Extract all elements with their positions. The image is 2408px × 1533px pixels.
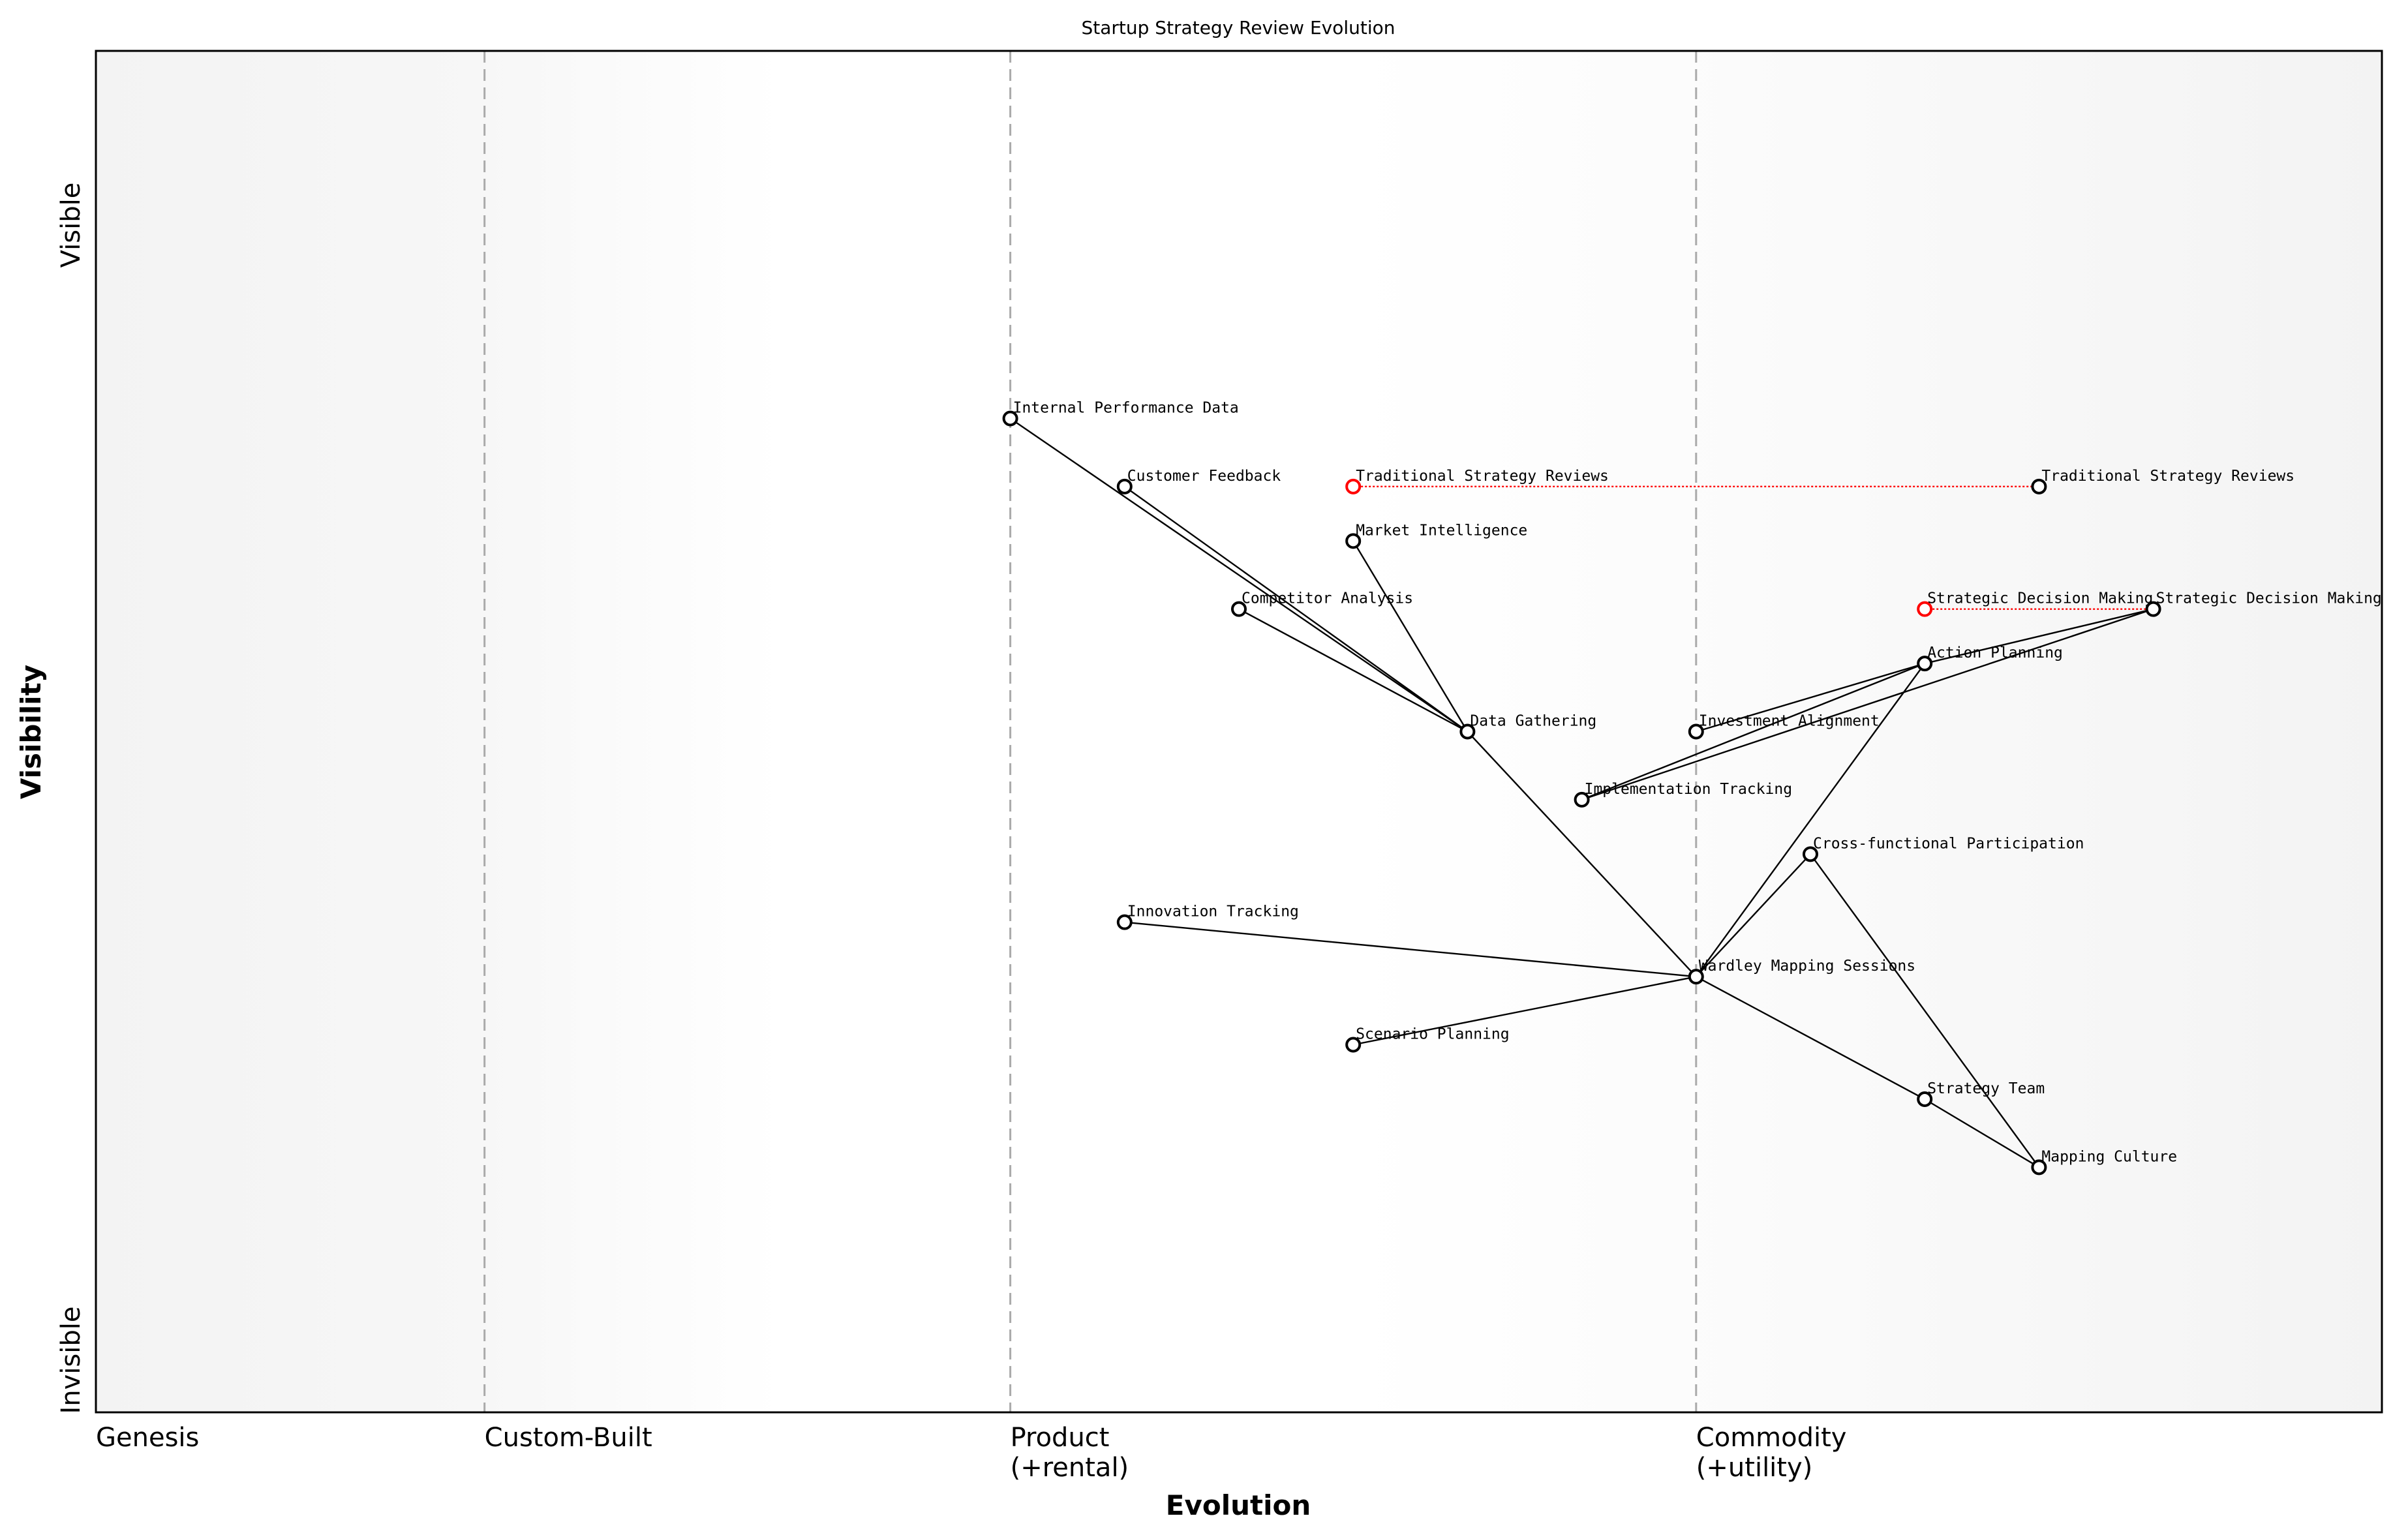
component-node[interactable] — [1116, 914, 1133, 930]
dependency-edge — [1924, 608, 2154, 665]
dependency-edge — [1810, 853, 2040, 1168]
component-node[interactable] — [1574, 791, 1590, 808]
component-node[interactable] — [1116, 478, 1133, 494]
stage-label: Custom-Built — [485, 1423, 652, 1453]
component-label: Scenario Planning — [1356, 1026, 1509, 1043]
plot-frame — [95, 50, 2383, 1414]
component-label: Investment Alignment — [1699, 713, 1880, 730]
component-node[interactable] — [1345, 533, 1362, 549]
dependency-edge — [1581, 608, 2154, 800]
component-node[interactable] — [1345, 478, 1362, 494]
component-label: Traditional Strategy Reviews — [1356, 468, 1609, 485]
stage-label: Genesis — [96, 1423, 199, 1453]
dependency-edge — [1924, 1098, 2040, 1168]
y-axis-title: Visibility — [15, 665, 47, 799]
dependency-edge — [1009, 417, 1469, 733]
dependency-edge — [1238, 608, 1468, 733]
dependency-edge — [1695, 853, 1811, 977]
component-label: Internal Performance Data — [1013, 399, 1239, 416]
component-node[interactable] — [1231, 601, 1247, 617]
dependency-edge — [1581, 663, 1925, 800]
stage-label: Commodity (+utility) — [1696, 1423, 1847, 1483]
component-label: Mapping Culture — [2041, 1148, 2177, 1165]
component-label: Implementation Tracking — [1585, 781, 1793, 798]
component-node[interactable] — [1459, 723, 1476, 740]
component-node[interactable] — [1917, 656, 1933, 672]
component-node[interactable] — [2031, 1159, 2047, 1176]
dependency-edge — [1696, 976, 1925, 1100]
component-label: Wardley Mapping Sessions — [1699, 958, 1915, 975]
component-node[interactable] — [1803, 846, 1818, 862]
component-label: Innovation Tracking — [1127, 903, 1299, 920]
component-node[interactable] — [1917, 601, 1933, 617]
component-node[interactable] — [1688, 723, 1704, 740]
component-node[interactable] — [2031, 478, 2047, 494]
dependency-edge — [1695, 663, 1926, 977]
plot-background — [96, 51, 2382, 1412]
x-axis-title: Evolution — [1166, 1489, 1311, 1521]
stage-label: Product (+rental) — [1011, 1423, 1129, 1483]
dependency-edge — [1352, 975, 1697, 1046]
dependency-edge — [1124, 921, 1696, 978]
component-label: Strategy Team — [1927, 1080, 2045, 1097]
component-node[interactable] — [1917, 1091, 1933, 1107]
dependency-edge — [1124, 485, 1469, 733]
component-label: Cross-functional Participation — [1813, 835, 2084, 852]
component-label: Customer Feedback — [1127, 468, 1281, 485]
dependency-edge — [1467, 731, 1697, 977]
y-bottom-label: Invisible — [56, 1307, 86, 1414]
component-node[interactable] — [1688, 969, 1704, 985]
y-top-label: Visible — [56, 183, 86, 268]
component-node[interactable] — [1345, 1037, 1362, 1053]
component-label: Strategic Decision Making — [2156, 590, 2382, 607]
dependency-edge — [1352, 540, 1469, 733]
component-label: Traditional Strategy Reviews — [2041, 468, 2294, 485]
dependency-edge — [1696, 662, 1925, 733]
component-label: Competitor Analysis — [1242, 590, 1413, 607]
component-node[interactable] — [2145, 601, 2161, 617]
component-label: Market Intelligence — [1356, 522, 1527, 539]
component-label: Data Gathering — [1470, 713, 1596, 730]
component-label: Action Planning — [1927, 645, 2063, 661]
chart-title: Startup Strategy Review Evolution — [1081, 17, 1395, 38]
component-node[interactable] — [1002, 410, 1018, 427]
component-label: Strategic Decision Making — [1927, 590, 2153, 607]
